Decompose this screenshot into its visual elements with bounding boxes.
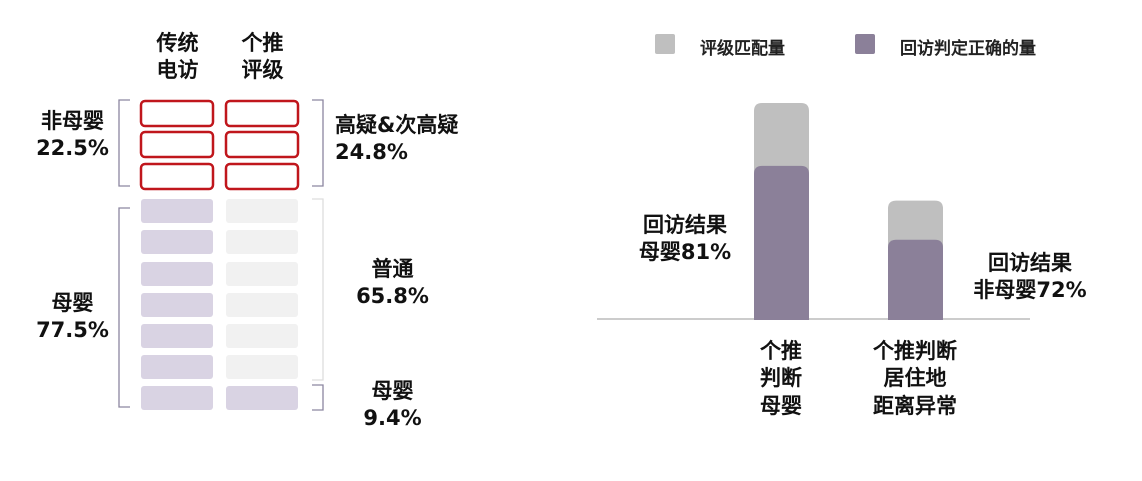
- annotation: 回访结果 非母婴72%: [973, 251, 1087, 303]
- row-box: [141, 324, 213, 348]
- bars: [754, 103, 943, 320]
- row-box: [141, 293, 213, 317]
- bar: [888, 239, 943, 320]
- box: [139, 130, 215, 159]
- row-box: [141, 199, 213, 223]
- annotation: 回访结果 母婴81%: [638, 213, 732, 265]
- bracket: [312, 99, 324, 187]
- row-box: [226, 293, 298, 317]
- bracket: [312, 198, 324, 381]
- bracket: [312, 384, 324, 411]
- category-label: 个推 判断 母婴: [760, 339, 802, 418]
- box: [139, 99, 215, 128]
- box: [139, 162, 215, 191]
- legend-label: 评级匹配量: [700, 39, 785, 59]
- box: [224, 99, 300, 128]
- group-label: 母婴 9.4%: [363, 379, 422, 431]
- group-label: 母婴 77.5%: [36, 291, 109, 343]
- row-box: [141, 262, 213, 286]
- brackets: [118, 99, 324, 411]
- group-label: 高疑&次高疑 24.8%: [335, 113, 459, 165]
- legend-label: 回访判定正确的量: [900, 39, 1036, 59]
- row-box: [226, 230, 298, 254]
- bracket: [118, 99, 130, 187]
- box: [224, 130, 300, 159]
- row-box: [226, 386, 298, 410]
- row-box: [141, 386, 213, 410]
- column-header: 传统 电访: [156, 31, 199, 83]
- category-label: 个推判断 居住地 距离异常: [873, 339, 957, 418]
- row-box: [226, 355, 298, 379]
- row-box: [141, 355, 213, 379]
- row-box: [226, 324, 298, 348]
- bracket: [118, 207, 130, 408]
- row-boxes: [141, 199, 298, 410]
- red-boxes: [139, 99, 300, 191]
- legend-swatch: [655, 34, 675, 54]
- legend-swatch: [855, 34, 875, 54]
- column-header: 个推 评级: [241, 31, 284, 83]
- group-label: 普通 65.8%: [356, 257, 429, 309]
- box: [224, 162, 300, 191]
- row-box: [141, 230, 213, 254]
- row-box: [226, 199, 298, 223]
- bar: [754, 165, 809, 320]
- group-label: 非母婴 22.5%: [36, 109, 109, 161]
- row-box: [226, 262, 298, 286]
